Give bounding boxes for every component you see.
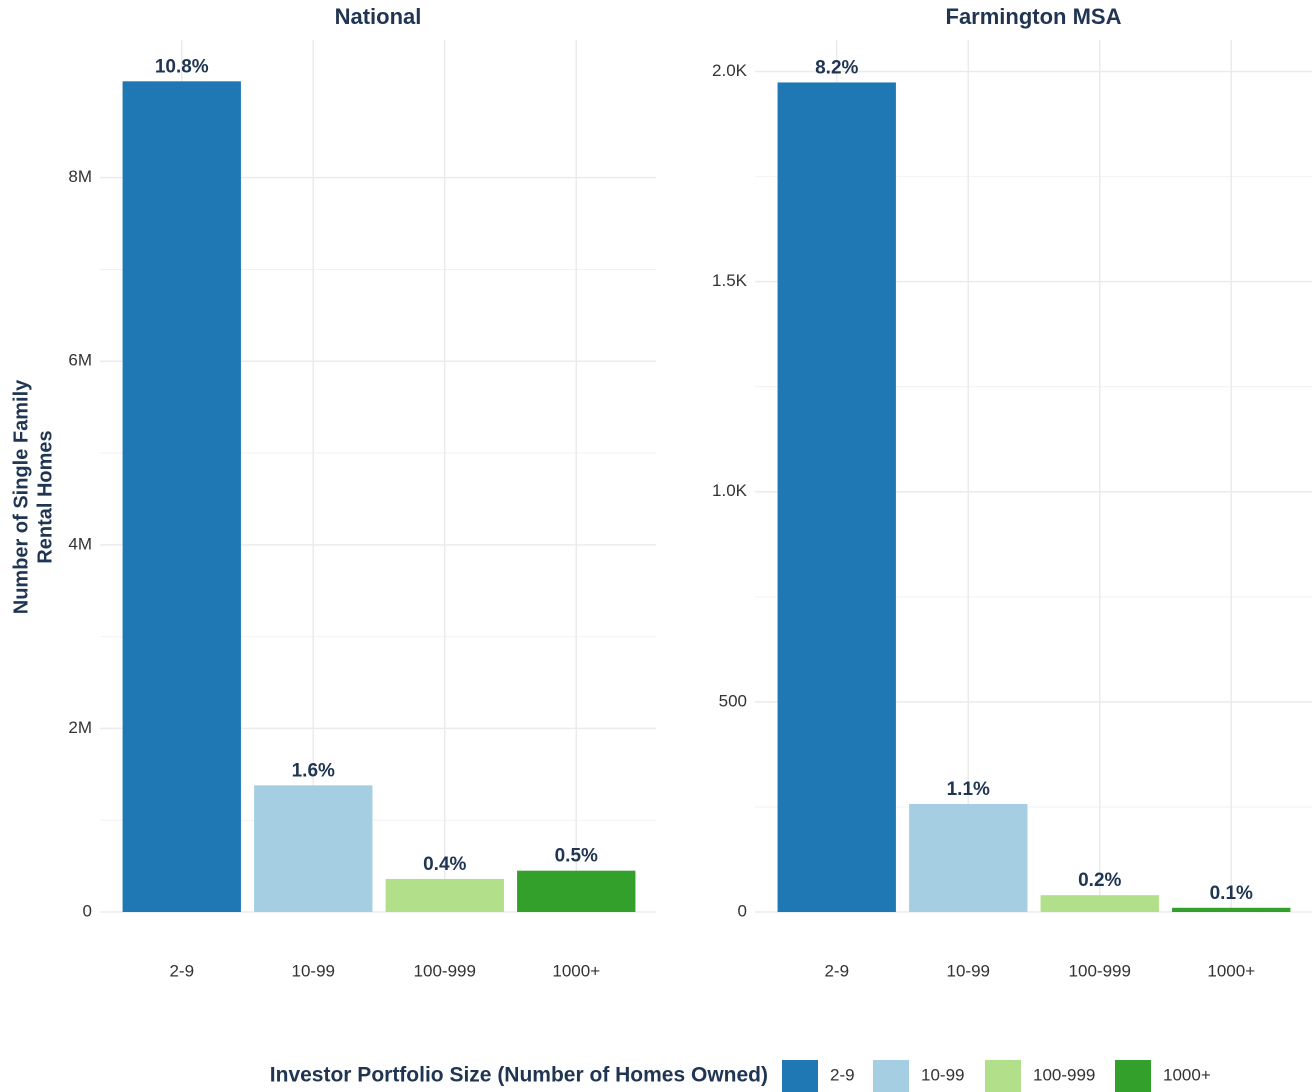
bar-label: 1.1% [947, 779, 990, 800]
legend-swatch [873, 1060, 909, 1092]
bar [517, 870, 636, 912]
x-tick-label: 2-9 [824, 961, 849, 980]
x-tick-label: 10-99 [947, 961, 990, 980]
bar [385, 878, 504, 912]
legend-label: 10-99 [921, 1065, 964, 1084]
bar-label: 8.2% [815, 57, 858, 78]
x-tick-label: 2-9 [169, 961, 194, 980]
y-axis-label: Rental Homes [34, 430, 56, 563]
x-tick-label: 1000+ [1207, 961, 1255, 980]
legend-title: Investor Portfolio Size (Number of Homes… [270, 1064, 768, 1087]
bar-label: 1.6% [292, 760, 335, 781]
legend-label: 1000+ [1163, 1065, 1211, 1084]
y-tick-label: 1.5K [712, 271, 748, 290]
legend-swatch [1115, 1060, 1151, 1092]
bar [909, 803, 1028, 912]
bar [777, 82, 896, 912]
y-tick-label: 2M [68, 718, 92, 737]
bar [1172, 907, 1291, 912]
x-tick-label: 100-999 [414, 961, 476, 980]
bar-label: 0.1% [1210, 883, 1253, 904]
bar-label: 0.5% [555, 846, 598, 867]
legend-label: 100-999 [1033, 1065, 1095, 1084]
y-tick-label: 4M [68, 534, 92, 553]
y-tick-label: 0 [83, 901, 92, 920]
bar-label: 10.8% [155, 56, 209, 77]
x-tick-label: 10-99 [292, 961, 335, 980]
x-tick-label: 1000+ [552, 961, 600, 980]
y-tick-label: 0 [738, 901, 747, 920]
legend-swatch [985, 1060, 1021, 1092]
bar-label: 0.4% [423, 854, 466, 875]
bar [122, 81, 241, 913]
bar-label: 0.2% [1078, 870, 1121, 891]
x-tick-label: 100-999 [1069, 961, 1131, 980]
legend-label: 2-9 [830, 1065, 855, 1084]
y-tick-label: 2.0K [712, 61, 748, 80]
y-tick-label: 8M [68, 167, 92, 186]
y-tick-label: 500 [719, 691, 747, 710]
bar [254, 785, 373, 912]
legend-swatch [782, 1060, 818, 1092]
panel-title: National [335, 4, 422, 29]
panel-title: Farmington MSA [946, 4, 1122, 29]
y-axis-label: Number of Single Family [10, 379, 32, 614]
y-tick-label: 1.0K [712, 481, 748, 500]
bar [1040, 895, 1159, 912]
y-tick-label: 6M [68, 351, 92, 370]
